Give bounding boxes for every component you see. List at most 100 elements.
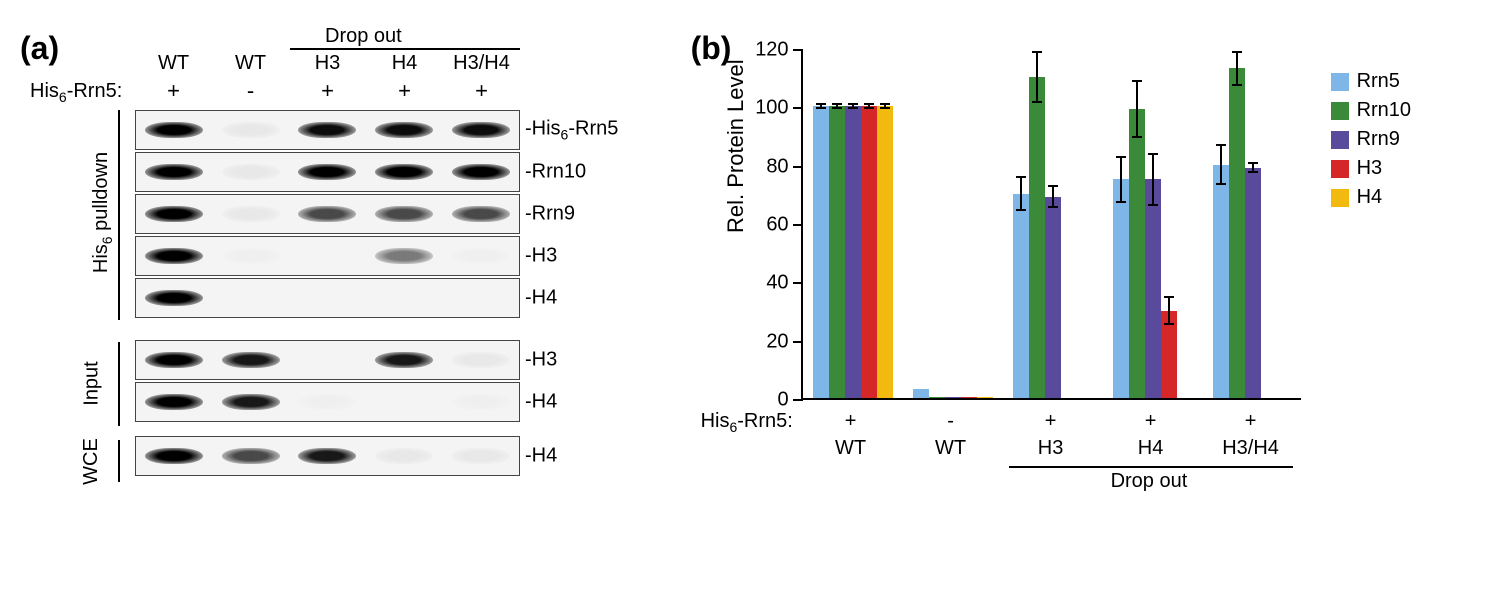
lane xyxy=(366,341,443,379)
lane xyxy=(366,111,443,149)
legend-item: H3 xyxy=(1331,157,1411,180)
column-headers: WT WT H3 H4 H3/H4 xyxy=(135,52,520,75)
lane xyxy=(366,195,443,233)
blot-row: -His6-Rrn5 xyxy=(135,110,520,150)
lane xyxy=(136,237,213,275)
lane xyxy=(213,153,290,191)
bar xyxy=(1213,165,1229,398)
his-2: + xyxy=(289,78,366,104)
bar-group xyxy=(813,106,893,398)
y-axis-label: Rel. Protein Level xyxy=(723,59,749,233)
error-bar xyxy=(1020,176,1022,211)
lane xyxy=(289,195,366,233)
legend-label: H3 xyxy=(1357,157,1383,180)
y-tick-label: 20 xyxy=(766,330,788,353)
bar xyxy=(1129,109,1145,398)
x-cat-row: WTWTH3H4H3/H4 xyxy=(801,437,1301,460)
lane xyxy=(213,341,290,379)
lane xyxy=(289,383,366,421)
blot-row: -H4 xyxy=(135,278,520,318)
input-label: Input xyxy=(81,361,104,405)
dropout-bar-b xyxy=(1009,466,1293,468)
legend-swatch xyxy=(1331,131,1349,149)
dropout-label-b: Drop out xyxy=(1111,470,1188,493)
lane xyxy=(136,383,213,421)
his-label-b: His6-Rrn5: xyxy=(701,410,793,435)
error-bar xyxy=(852,103,854,109)
band xyxy=(298,206,356,222)
legend-swatch xyxy=(1331,189,1349,207)
his-3: + xyxy=(366,78,443,104)
his-label: His6-Rrn5: xyxy=(30,80,122,105)
wce-sidebar xyxy=(118,440,120,482)
lane xyxy=(289,437,366,475)
lane xyxy=(213,279,290,317)
his-4: + xyxy=(443,78,520,104)
row-label: -His6-Rrn5 xyxy=(525,118,618,143)
legend-label: Rrn5 xyxy=(1357,70,1400,93)
band xyxy=(375,164,433,180)
lane xyxy=(136,153,213,191)
lane xyxy=(136,111,213,149)
lane xyxy=(213,437,290,475)
bar xyxy=(929,397,945,398)
legend-item: Rrn10 xyxy=(1331,99,1411,122)
band xyxy=(452,122,510,138)
bar-group xyxy=(1013,77,1093,398)
bar-group xyxy=(913,389,993,398)
y-tick xyxy=(793,341,803,343)
lane xyxy=(442,195,519,233)
y-tick-label: 120 xyxy=(755,39,788,62)
bar xyxy=(1045,197,1061,398)
x-cat-cell: WT xyxy=(901,437,1001,460)
band xyxy=(145,248,203,264)
y-tick-label: 60 xyxy=(766,214,788,237)
lane xyxy=(442,237,519,275)
lane xyxy=(366,437,443,475)
band xyxy=(452,206,510,222)
y-tick xyxy=(793,49,803,51)
bar xyxy=(1229,68,1245,398)
row-label: -H3 xyxy=(525,349,557,372)
band xyxy=(375,206,433,222)
legend-label: Rrn9 xyxy=(1357,128,1400,151)
error-bar xyxy=(1236,51,1238,86)
bar xyxy=(1013,194,1029,398)
lane xyxy=(213,237,290,275)
lane xyxy=(289,153,366,191)
bar xyxy=(813,106,829,398)
y-tick-label: 0 xyxy=(777,389,788,412)
his-0: + xyxy=(135,78,212,104)
band xyxy=(222,164,280,180)
legend-swatch xyxy=(1331,102,1349,120)
lane xyxy=(442,383,519,421)
panel-a-label: (a) xyxy=(20,30,59,67)
lane xyxy=(442,437,519,475)
error-bar xyxy=(868,103,870,109)
x-his-row: +-+++ xyxy=(801,410,1301,433)
y-tick-label: 40 xyxy=(766,272,788,295)
bar xyxy=(1029,77,1045,398)
bar xyxy=(913,389,929,398)
y-tick xyxy=(793,107,803,109)
band xyxy=(145,164,203,180)
lane xyxy=(213,111,290,149)
error-bar xyxy=(1220,144,1222,185)
bar-chart-plot: 020406080100120 xyxy=(801,50,1301,400)
band xyxy=(222,394,280,410)
wce-label: WCE xyxy=(80,438,103,485)
legend-label: Rrn10 xyxy=(1357,99,1411,122)
legend-swatch xyxy=(1331,73,1349,91)
blot-container: -His6-Rrn5-Rrn10-Rrn9-H3-H4-H3-H4-H4 xyxy=(135,108,520,476)
blot-row: -Rrn10 xyxy=(135,152,520,192)
panel-a: (a) Drop out WT WT H3 H4 H3/H4 His6-Rrn5… xyxy=(20,20,691,579)
lane xyxy=(442,341,519,379)
band xyxy=(298,164,356,180)
pulldown-label: His6 pulldown xyxy=(90,152,115,273)
error-bar xyxy=(1052,185,1054,208)
blot-row: -H4 xyxy=(135,436,520,476)
bar xyxy=(945,397,961,398)
x-cat-cell: H3 xyxy=(1001,437,1101,460)
legend-label: H4 xyxy=(1357,186,1383,209)
x-his-cell: + xyxy=(801,410,901,433)
